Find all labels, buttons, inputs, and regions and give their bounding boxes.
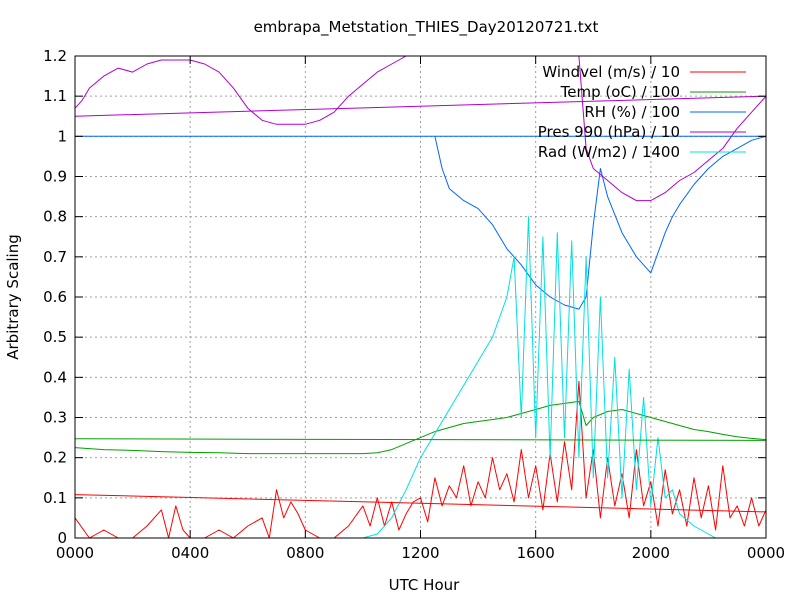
y-tick-label: 0.3: [43, 409, 67, 427]
legend-label-rad: Rad (W/m2) / 1400: [538, 143, 680, 161]
y-tick-group: 0 0.1 0.2 0.3 0.4 0.5 0.6 0.7 0.8 0.9 1 1.1 1.2: [43, 47, 766, 547]
x-tick-label: 2000: [632, 544, 670, 562]
x-tick-label: 0800: [286, 544, 324, 562]
series-line-temp: [75, 400, 766, 455]
x-tick-label: 0000: [747, 544, 785, 562]
y-tick-label: 0.6: [43, 288, 67, 306]
x-tick-label: 0000: [56, 544, 94, 562]
legend-label-temp: Temp (oC) / 100: [560, 83, 680, 101]
fit-line-8: [75, 95, 766, 117]
x-tick-label: 1200: [401, 544, 439, 562]
legend: Windvel (m/s) / 10 Temp (oC) / 100 RH (%) …: [538, 63, 746, 161]
y-tick-label: 1.1: [43, 87, 67, 105]
y-tick-label: 0: [57, 529, 67, 547]
fit-line-6: [75, 438, 766, 441]
legend-label-pres: Pres 990 (hPa) / 10: [538, 123, 680, 141]
x-tick-label: 1600: [517, 544, 555, 562]
series-line-windvel: [75, 380, 766, 538]
x-tick-label: 0400: [171, 544, 209, 562]
x-tick-group: 0000 0400 0800 1200 1600 2000 0000: [56, 56, 785, 562]
y-tick-label: 0.5: [43, 328, 67, 346]
series-line-rad: [362, 216, 738, 538]
y-tick-label: 0.1: [43, 489, 67, 507]
x-axis-label: UTC Hour: [389, 576, 460, 594]
chart-title: embrapa_Metstation_THIES_Day20120721.txt: [254, 18, 599, 37]
legend-label-windvel: Windvel (m/s) / 10: [542, 63, 680, 81]
series-line-pres: [75, 56, 766, 202]
y-tick-label: 0.4: [43, 368, 67, 386]
y-tick-label: 1.2: [43, 47, 67, 65]
fit-line-5: [75, 494, 766, 513]
series-line-rh: [434, 135, 766, 310]
y-axis-label: Arbitrary Scaling: [4, 234, 22, 360]
legend-label-rh: RH (%) / 100: [584, 103, 680, 121]
y-tick-label: 0.8: [43, 208, 67, 226]
y-tick-label: 0.7: [43, 248, 67, 266]
y-tick-label: 0.9: [43, 168, 67, 186]
series-layer: [75, 56, 766, 538]
y-tick-label: 0.2: [43, 449, 67, 467]
y-tick-label: 1: [57, 127, 67, 145]
